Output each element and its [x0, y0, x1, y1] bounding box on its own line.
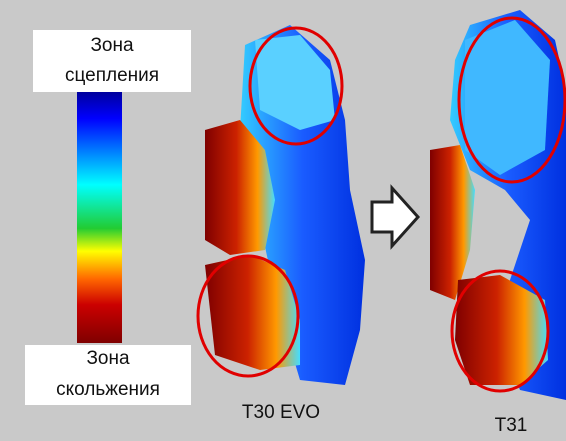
patch-label: T31	[495, 415, 528, 436]
highlight-ellipse	[457, 16, 566, 184]
color-bar	[77, 88, 122, 343]
arrow	[370, 184, 421, 250]
contact-patch	[205, 25, 365, 385]
top-label-box	[33, 30, 191, 92]
contact-patch	[430, 10, 566, 400]
bottom-label-line: скольжения	[56, 379, 160, 400]
top-label-line: Зона	[90, 35, 134, 56]
bottom-label-line: Зона	[86, 348, 130, 369]
highlight-ellipse	[248, 26, 344, 146]
highlight-ellipse	[196, 254, 300, 378]
bottom-label-box	[25, 345, 191, 405]
patch-label: T30 EVO	[242, 402, 320, 423]
highlight-ellipse	[450, 269, 550, 393]
top-label-line: сцепления	[65, 65, 159, 86]
